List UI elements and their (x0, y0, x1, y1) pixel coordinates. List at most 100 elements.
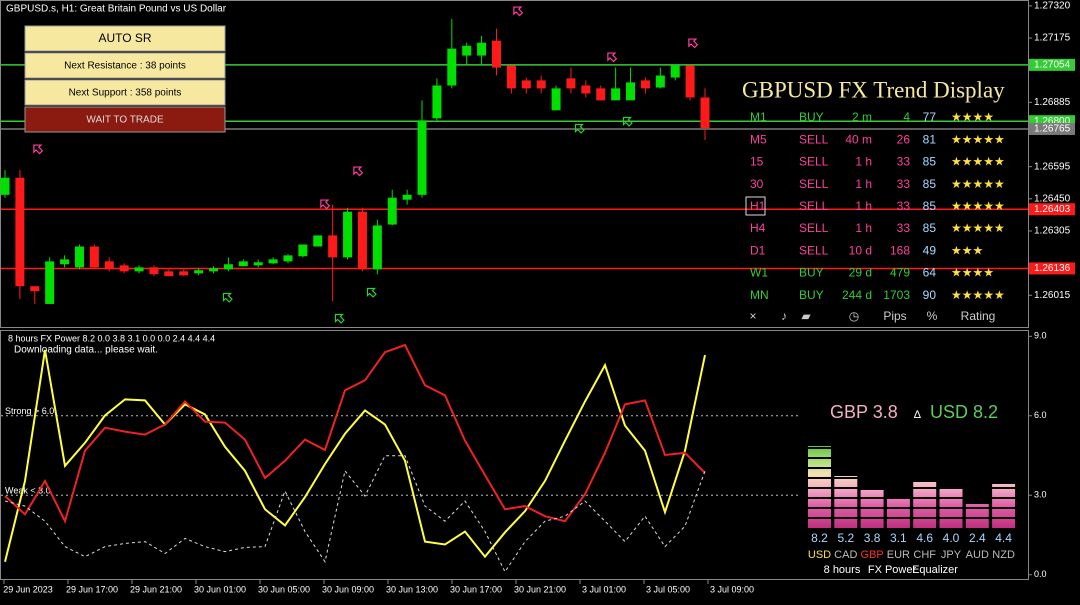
trend-cell: W1 (750, 266, 768, 280)
trend-cell: ★★★★ (951, 110, 994, 124)
trend-cell: 10 d (849, 243, 872, 257)
trend-cell: ★★★★★ (951, 132, 1005, 146)
candle-body (417, 120, 427, 195)
buy-arrow (366, 287, 377, 298)
indicator-subtitle: Downloading data... please wait. (14, 345, 158, 356)
y-tick-label: 0.0 (1034, 569, 1047, 579)
trend-cell: BUY (799, 110, 824, 124)
trend-cell: 30 (750, 177, 764, 191)
trend-cell: ★★★★★ (951, 221, 1005, 235)
candle-body (74, 246, 84, 268)
strength-value: 5.2 (837, 531, 854, 545)
currency-label: CAD (834, 549, 857, 561)
button[interactable] (24, 25, 226, 52)
sell-arrow (33, 144, 44, 155)
trend-cell: 168 (890, 243, 910, 257)
currency-label: NZD (992, 549, 1015, 561)
strength-value: 3.8 (864, 531, 881, 545)
trend-cell: ★★★ (951, 243, 983, 257)
y-tick-label: 1.26450 (1034, 193, 1071, 204)
buy-arrow (622, 116, 633, 127)
trend-cell: SELL (799, 177, 829, 191)
candle-body (521, 80, 531, 89)
trend-cell: 33 (897, 155, 911, 169)
candle-body (566, 78, 576, 89)
trend-cell: M1 (750, 110, 767, 124)
candle-body (387, 197, 397, 225)
trend-footer: ◷ (849, 309, 859, 323)
buy-arrow (574, 123, 585, 134)
trend-footer: × (749, 309, 756, 323)
candle-body (596, 88, 606, 101)
strength-bar (834, 476, 858, 528)
level-label-box (1029, 203, 1075, 216)
trend-cell: 33 (897, 199, 911, 213)
button[interactable] (24, 52, 226, 79)
candle-body (134, 267, 144, 272)
candle-body (536, 80, 546, 89)
currency-label: AUD (966, 549, 989, 561)
candle-body (447, 48, 457, 86)
trend-cell: ★★★★★ (951, 288, 1005, 302)
x-tick-label: 30 Jun 13:00 (386, 584, 438, 594)
trend-cell: 64 (923, 266, 937, 280)
strength-delta: ∆ (914, 409, 921, 421)
strength-value: 3.1 (890, 531, 907, 545)
button[interactable] (24, 79, 226, 106)
trend-cell: ★★★★★ (951, 155, 1005, 169)
strength-value: 4.0 (943, 531, 960, 545)
indicator-panel (0, 330, 1029, 580)
trend-cell: SELL (799, 199, 829, 213)
strength-value: 4.4 (995, 531, 1012, 545)
indicator-line (4, 455, 706, 573)
x-tick-label: 29 Jun 2023 (3, 584, 53, 594)
candle-body (179, 271, 189, 276)
trend-cell: 77 (923, 110, 937, 124)
y-tick-label: 1.26595 (1034, 161, 1071, 172)
currency-label: CHF (913, 549, 936, 561)
sell-arrow (353, 166, 364, 177)
strength-footer: 8 hours (824, 564, 861, 576)
candle-body (328, 235, 338, 258)
x-tick-label: 30 Jun 09:00 (322, 584, 374, 594)
strength-bar (965, 504, 989, 528)
sell-arrow (513, 6, 524, 17)
buy-arrow (334, 313, 345, 324)
button-label: Next Support : 358 points (69, 88, 182, 99)
candle-body (164, 271, 174, 277)
button[interactable] (24, 106, 226, 133)
candle-body (89, 246, 99, 268)
strength-right: USD 8.2 (930, 402, 998, 422)
trend-cell: 1 h (855, 199, 872, 213)
trend-title: GBPUSD FX Trend Display (742, 77, 1005, 102)
trend-cell: 4 (903, 110, 910, 124)
strength-value: 8.2 (811, 531, 828, 545)
trend-cell: 40 m (845, 132, 872, 146)
trend-cell: SELL (799, 155, 829, 169)
trend-footer: ♪ (781, 309, 787, 323)
trend-cell: BUY (799, 288, 824, 302)
candle-body (462, 45, 472, 56)
trend-cell: 1 h (855, 177, 872, 191)
button-label: AUTO SR (98, 31, 151, 45)
trend-cell: ★★★★★ (951, 177, 1005, 191)
y-tick-label: 1.26885 (1034, 97, 1071, 108)
indicator-line (4, 349, 706, 562)
indicator-title: 8 hours FX Power 8.2 0.0 3.8 3.1 0.0 0.0… (8, 333, 215, 343)
candle-body (700, 97, 710, 129)
trend-cell: 85 (923, 199, 937, 213)
trend-footer: Rating (961, 309, 996, 323)
sell-arrow (320, 199, 331, 210)
trend-cell: ★★★★ (951, 266, 994, 280)
trend-cell: ★★★★★ (951, 199, 1005, 213)
candle-body (194, 270, 204, 274)
level-label-box (1029, 122, 1075, 135)
auto-sr-panel: AUTO SR Next Resistance : 38 points Next… (24, 25, 226, 133)
candle-body (313, 235, 323, 247)
x-tick-label: 30 Jun 17:00 (450, 584, 502, 594)
trend-footer: ▰ (801, 309, 811, 323)
trend-cell: 85 (923, 177, 937, 191)
signal-arrows (33, 6, 699, 324)
trend-cell: 90 (923, 288, 937, 302)
